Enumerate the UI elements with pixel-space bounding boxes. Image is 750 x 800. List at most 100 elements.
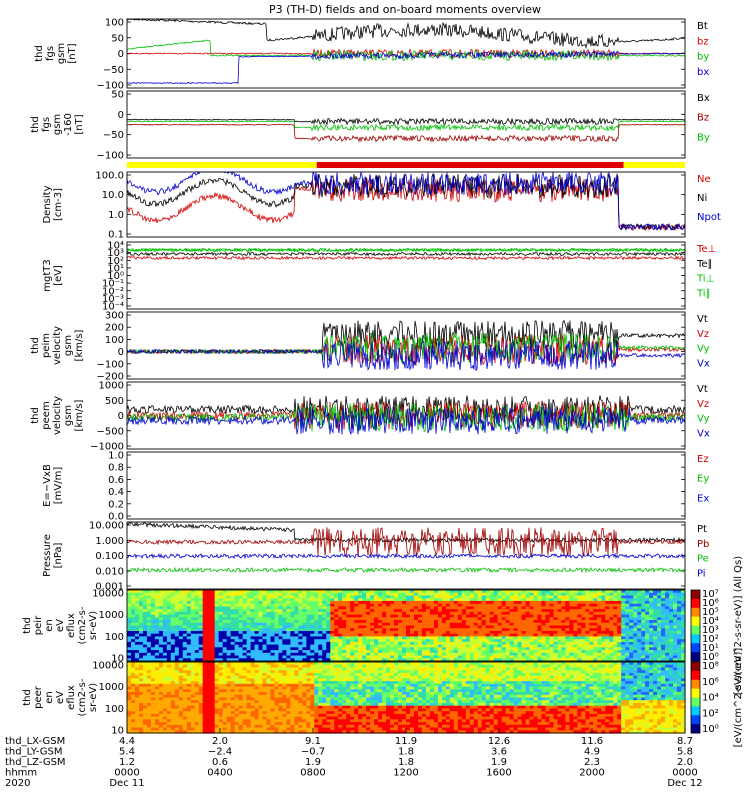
spec-cell [246, 652, 252, 657]
spec-cell [597, 650, 602, 654]
spec-cell [150, 716, 156, 720]
spec-cell [154, 603, 160, 607]
spec-cell [473, 641, 479, 646]
spec-cell [362, 590, 367, 594]
spec-cell [194, 670, 200, 674]
spec-cell [286, 617, 291, 621]
spec-cell [218, 652, 224, 657]
ytick-temperature: 10³ [107, 248, 124, 259]
spec-cell [669, 633, 674, 637]
spec-cell [382, 606, 387, 610]
spec-cell [445, 633, 451, 637]
spec-cell [254, 641, 260, 646]
spec-cell [645, 620, 650, 624]
spec-cell [497, 609, 503, 613]
spec-cell [222, 703, 228, 707]
ytick-peir_spec: 1000 [99, 610, 124, 621]
spec-cell [617, 625, 622, 629]
spec-cell [433, 598, 439, 602]
spec-cell [178, 722, 184, 726]
spec-cell [573, 611, 578, 616]
spec-cell [182, 652, 188, 657]
spec-cell [131, 697, 136, 701]
spec-cell [585, 650, 590, 654]
spec-cell [174, 625, 180, 629]
spec-cell [453, 647, 459, 651]
spec-cell [266, 609, 272, 613]
spec-cell [633, 628, 638, 632]
spec-cell [262, 700, 268, 704]
spec-cell [565, 614, 570, 618]
spec-cell [561, 622, 566, 627]
spec-cell [274, 678, 280, 682]
spec-cell [569, 644, 574, 648]
spec-cell [465, 603, 471, 607]
spec-cell [318, 625, 323, 629]
spec-cell [661, 600, 666, 605]
spec-cell [465, 631, 471, 635]
spec-cell [378, 614, 383, 618]
spec-cell [605, 620, 610, 624]
spec-cell [613, 606, 618, 610]
spec-cell [334, 633, 339, 637]
spec-cell [202, 650, 208, 654]
spec-cell [326, 652, 331, 657]
spec-cell [637, 617, 642, 621]
spec-cell [573, 609, 578, 613]
spec-cell [334, 598, 339, 602]
spec-cell [238, 595, 244, 599]
spec-cell [529, 595, 535, 599]
spec-cell [266, 667, 272, 671]
spec-cell [633, 603, 638, 607]
spec-cell [533, 633, 539, 637]
spec-cell [254, 633, 260, 637]
spec-cell [398, 641, 403, 646]
spec-cell [250, 655, 256, 659]
spec-cell [254, 600, 260, 605]
spec-cell [433, 595, 439, 599]
spec-cell [242, 600, 248, 605]
spec-cell [589, 655, 594, 659]
spec-cell [605, 639, 610, 643]
spec-cell [135, 667, 140, 671]
spec-cell [222, 716, 228, 720]
spec-cell [142, 617, 148, 621]
spec-cell [314, 655, 319, 659]
spec-cell [166, 713, 172, 718]
spec-cell [166, 683, 172, 688]
spec-cell [617, 617, 622, 621]
spec-cell [230, 598, 236, 602]
spec-cell [621, 592, 626, 596]
spec-cell [433, 647, 439, 651]
spec-cell [533, 598, 539, 602]
spec-cell [354, 592, 359, 596]
spec-cell [131, 609, 136, 613]
ylabel-pressure-1: [nPa] [53, 542, 64, 568]
ytick-temperature: 10⁻⁴ [102, 302, 124, 313]
spec-cell [146, 592, 152, 596]
spec-cell [246, 625, 252, 629]
spec-cell [194, 727, 200, 731]
spec-cell [178, 678, 184, 682]
spec-cell [154, 686, 160, 690]
spec-cell [258, 708, 264, 712]
spec-cell [346, 658, 351, 662]
spec-cell [162, 598, 168, 602]
spec-cell [166, 711, 172, 715]
spec-cell [326, 636, 331, 640]
spec-cell [362, 647, 367, 651]
spec-cell [282, 708, 287, 712]
spec-cell [573, 633, 578, 637]
spec-cell [473, 592, 479, 596]
spec-cell [521, 647, 527, 651]
spec-cell [429, 590, 435, 594]
spec-cell [513, 647, 519, 651]
spec-cell [318, 652, 323, 657]
spec-cell [589, 617, 594, 621]
spec-cell [322, 600, 327, 605]
spec-cell [298, 600, 303, 605]
spec-cell [433, 611, 439, 616]
spec-cell [127, 703, 132, 707]
spec-cell [338, 590, 343, 594]
spec-cell [410, 590, 415, 594]
